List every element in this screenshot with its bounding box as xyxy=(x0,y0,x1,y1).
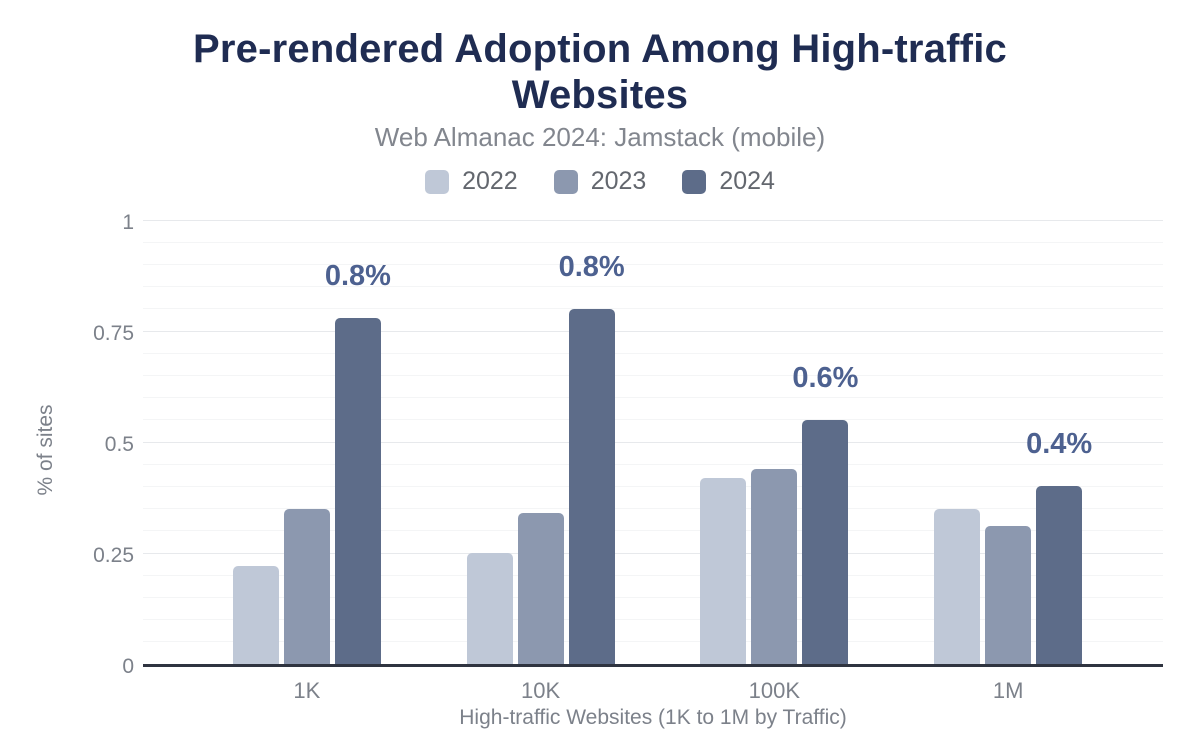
y-axis-tick-labels: 0 0.25 0.5 0.75 1 xyxy=(0,0,134,742)
plot-area: 0.8% 0.8% 0.6% 0.4% xyxy=(143,219,1163,667)
bar-2022-100K[interactable] xyxy=(700,477,747,664)
chart-title: Pre-rendered Adoption Among High-traffic… xyxy=(193,27,1007,117)
gridline xyxy=(143,463,1163,465)
legend: 2022 2023 2024 xyxy=(0,167,1200,196)
bar-2022-1M[interactable] xyxy=(934,508,981,664)
gridline xyxy=(143,330,1163,332)
x-tick-label-100K: 100K xyxy=(748,678,801,703)
y-tick-label-1: 1 xyxy=(122,211,134,234)
bar-2023-1K[interactable] xyxy=(283,508,330,664)
legend-swatch-2023 xyxy=(553,169,578,194)
bar-2023-10K[interactable] xyxy=(517,513,564,664)
bars-layer: 0.8% 0.8% 0.6% 0.4% xyxy=(143,223,1163,664)
gridline xyxy=(143,485,1163,487)
gridline xyxy=(143,530,1163,532)
gridline xyxy=(143,263,1163,265)
gridline xyxy=(143,397,1163,399)
bar-group-100K: 0.6% xyxy=(658,223,892,664)
y-tick-label-0.25: 0.25 xyxy=(93,544,134,567)
bar-2022-1K[interactable] xyxy=(232,566,279,664)
bar-2024-1K[interactable]: 0.8% xyxy=(325,260,391,664)
legend-item-2022[interactable]: 2022 xyxy=(425,167,518,196)
y-tick-label-0.75: 0.75 xyxy=(93,322,134,345)
gridline xyxy=(143,241,1163,243)
gridline xyxy=(143,286,1163,288)
gridline xyxy=(143,641,1163,643)
gridline xyxy=(143,374,1163,376)
gridline xyxy=(143,308,1163,310)
bar-2023-100K[interactable] xyxy=(751,468,798,664)
gridline xyxy=(143,552,1163,554)
chart-subtitle: Web Almanac 2024: Jamstack (mobile) xyxy=(374,122,826,152)
gridline xyxy=(143,508,1163,510)
legend-swatch-2024 xyxy=(682,169,707,194)
bar-value-label-1K: 0.8% xyxy=(324,259,391,292)
legend-label-2024: 2024 xyxy=(719,167,775,195)
legend-swatch-2022 xyxy=(425,169,450,194)
gridline xyxy=(143,441,1163,443)
bar-2024-100K[interactable]: 0.6% xyxy=(792,362,858,664)
x-axis-tick-labels: 1K 10K 100K 1M xyxy=(190,678,1125,704)
bar-value-label-10K: 0.8% xyxy=(558,250,625,283)
gridline xyxy=(143,352,1163,354)
legend-item-2023[interactable]: 2023 xyxy=(553,167,647,196)
bar-2024-10K[interactable]: 0.8% xyxy=(559,251,625,664)
gridline xyxy=(143,596,1163,598)
x-axis-title: High-traffic Websites (1K to 1M by Traff… xyxy=(459,706,847,729)
bar-group-1M: 0.4% xyxy=(891,223,1125,664)
bar-2022-10K[interactable] xyxy=(466,553,513,664)
x-tick-label-10K: 10K xyxy=(521,678,561,703)
bar-value-label-100K: 0.6% xyxy=(792,361,859,394)
y-tick-label-0.5: 0.5 xyxy=(104,433,134,456)
x-tick-label-1K: 1K xyxy=(293,678,321,703)
gridline xyxy=(143,419,1163,421)
gridline xyxy=(143,219,1163,221)
legend-label-2022: 2022 xyxy=(462,167,518,195)
gridline xyxy=(143,619,1163,621)
legend-item-2024[interactable]: 2024 xyxy=(682,167,775,196)
x-tick-label-1M: 1M xyxy=(992,678,1024,703)
bar-2024-1M[interactable]: 0.4% xyxy=(1026,428,1092,664)
bar-group-10K: 0.8% xyxy=(424,223,658,664)
bar-group-1K: 0.8% xyxy=(190,223,424,664)
bar-2023-1M[interactable] xyxy=(985,526,1032,664)
legend-label-2023: 2023 xyxy=(590,167,647,195)
y-tick-label-0: 0 xyxy=(122,655,134,678)
gridline xyxy=(143,574,1163,576)
bar-value-label-1M: 0.4% xyxy=(1026,428,1093,461)
